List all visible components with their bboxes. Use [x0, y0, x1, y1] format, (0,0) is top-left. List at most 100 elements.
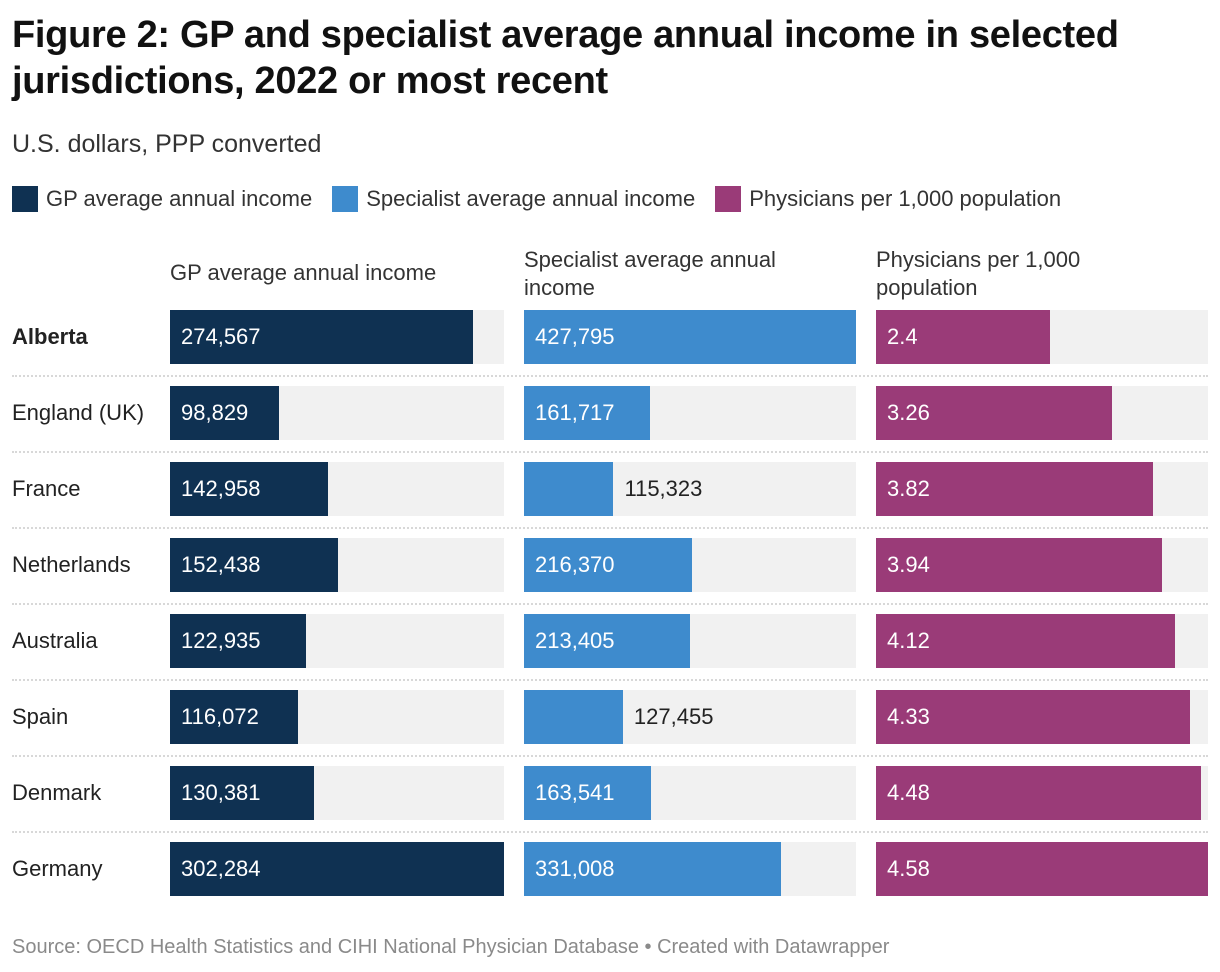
bar	[170, 690, 299, 744]
row-label: England (UK)	[12, 400, 145, 425]
chart-subtitle: U.S. dollars, PPP converted	[12, 130, 322, 158]
value-label: 161,717	[535, 400, 615, 425]
row-separator	[12, 451, 1208, 453]
bar	[524, 690, 623, 744]
bar	[524, 766, 651, 820]
value-label: 216,370	[535, 552, 615, 577]
bar	[170, 310, 474, 364]
bar	[876, 690, 1190, 744]
bar	[170, 462, 328, 516]
legend: GP average annual income Specialist aver…	[12, 186, 1061, 212]
value-label: 142,958	[181, 476, 261, 501]
value-label: 213,405	[535, 628, 615, 653]
bar	[876, 462, 1153, 516]
legend-label: Physicians per 1,000 population	[749, 186, 1062, 211]
value-label: 3.26	[887, 400, 930, 425]
bar	[524, 310, 856, 364]
bar-track: 4.58	[876, 842, 1208, 896]
legend-label: Specialist average annual income	[366, 186, 696, 211]
value-label: 4.58	[887, 856, 930, 881]
value-label: 274,567	[181, 324, 261, 349]
bar-track: 3.82	[876, 462, 1208, 516]
bar	[524, 538, 692, 592]
value-label: 427,795	[535, 324, 615, 349]
bar	[170, 614, 306, 668]
bar-track: 130,381	[170, 766, 504, 820]
value-label: 4.48	[887, 780, 930, 805]
bar-track: 302,284	[170, 842, 504, 896]
value-label: 163,541	[535, 780, 615, 805]
value-label: 3.82	[887, 476, 930, 501]
row-separator	[12, 755, 1208, 757]
bar-track: 3.94	[876, 538, 1208, 592]
bar	[876, 386, 1113, 440]
bar	[876, 538, 1162, 592]
bar-track: 216,370	[524, 538, 856, 592]
bar	[524, 614, 690, 668]
value-label: 302,284	[181, 856, 261, 881]
bar-track: 4.33	[876, 690, 1208, 744]
legend-item-specialist: Specialist average annual income	[332, 186, 695, 212]
bar-track: 4.12	[876, 614, 1208, 668]
bar	[876, 766, 1201, 820]
value-label: 98,829	[181, 400, 249, 425]
value-label: 115,323	[624, 476, 703, 501]
bar-track: 213,405	[524, 614, 856, 668]
legend-swatch	[12, 186, 38, 212]
value-label: 4.12	[887, 628, 930, 653]
bar-track: 127,455	[524, 690, 856, 744]
chart-title: Figure 2: GP and specialist average annu…	[12, 14, 1119, 102]
legend-swatch	[332, 186, 359, 212]
row-separator	[12, 375, 1208, 377]
bar	[876, 614, 1175, 668]
legend-swatch	[715, 186, 742, 212]
bar	[876, 842, 1208, 896]
value-label: 152,438	[181, 552, 261, 577]
bar-track: 161,717	[524, 386, 856, 440]
value-label: 127,455	[633, 704, 714, 729]
bar-track: 116,072	[170, 690, 504, 744]
bar	[524, 842, 781, 896]
value-label: 130,381	[181, 780, 261, 805]
bar	[170, 842, 504, 896]
bar	[876, 310, 1050, 364]
column-header-specialist: Specialist average annual income	[524, 247, 776, 300]
bar	[170, 538, 339, 592]
bar-track: 274,567	[170, 310, 504, 364]
row-separator	[12, 603, 1208, 605]
bar-track: 98,829	[170, 386, 504, 440]
row-label: Germany	[12, 856, 103, 881]
row-label: Australia	[12, 628, 98, 653]
value-label: 331,008	[535, 856, 615, 881]
bar-track: 163,541	[524, 766, 856, 820]
value-label: 4.33	[887, 704, 930, 729]
value-label: 3.94	[887, 552, 930, 577]
bar-track: 331,008	[524, 842, 856, 896]
bar	[170, 386, 280, 440]
legend-label: GP average annual income	[46, 186, 313, 211]
bar-track: 2.4	[876, 310, 1208, 364]
row-separator	[12, 527, 1208, 529]
row-separator	[12, 679, 1208, 681]
row-label: Denmark	[12, 780, 102, 805]
legend-item-gp: GP average annual income	[12, 186, 312, 212]
bar-track: 115,323	[524, 462, 856, 516]
bar-track: 142,958	[170, 462, 504, 516]
row-separator	[12, 831, 1208, 833]
value-label: 116,072	[181, 704, 259, 729]
bar	[524, 386, 650, 440]
column-header-gp: GP average annual income	[170, 260, 437, 285]
bar-track: 3.26	[876, 386, 1208, 440]
row-label: Alberta	[12, 324, 88, 349]
bar-track: 427,795	[524, 310, 856, 364]
bar	[170, 766, 315, 820]
value-label: 122,935	[181, 628, 261, 653]
column-header-physicians: Physicians per 1,000 population	[876, 247, 1081, 300]
bar-track: 152,438	[170, 538, 504, 592]
legend-item-physicians: Physicians per 1,000 population	[715, 186, 1061, 212]
row-label: Netherlands	[12, 552, 131, 577]
bar-track: 4.48	[876, 766, 1208, 820]
row-label: Spain	[12, 704, 69, 729]
value-label: 2.4	[887, 324, 918, 349]
